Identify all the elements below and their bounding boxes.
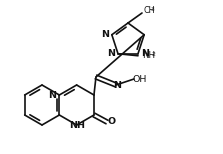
Text: NH: NH — [69, 120, 85, 130]
Text: 3: 3 — [151, 6, 154, 12]
Text: OH: OH — [133, 75, 147, 83]
Text: N: N — [48, 91, 56, 99]
Text: O: O — [108, 118, 116, 126]
Text: N: N — [101, 30, 109, 39]
Text: N: N — [141, 49, 149, 58]
Text: CH: CH — [144, 6, 155, 14]
Text: N: N — [113, 81, 121, 89]
Text: 2: 2 — [151, 52, 155, 57]
Text: N: N — [107, 49, 115, 58]
Text: NH: NH — [142, 51, 155, 60]
